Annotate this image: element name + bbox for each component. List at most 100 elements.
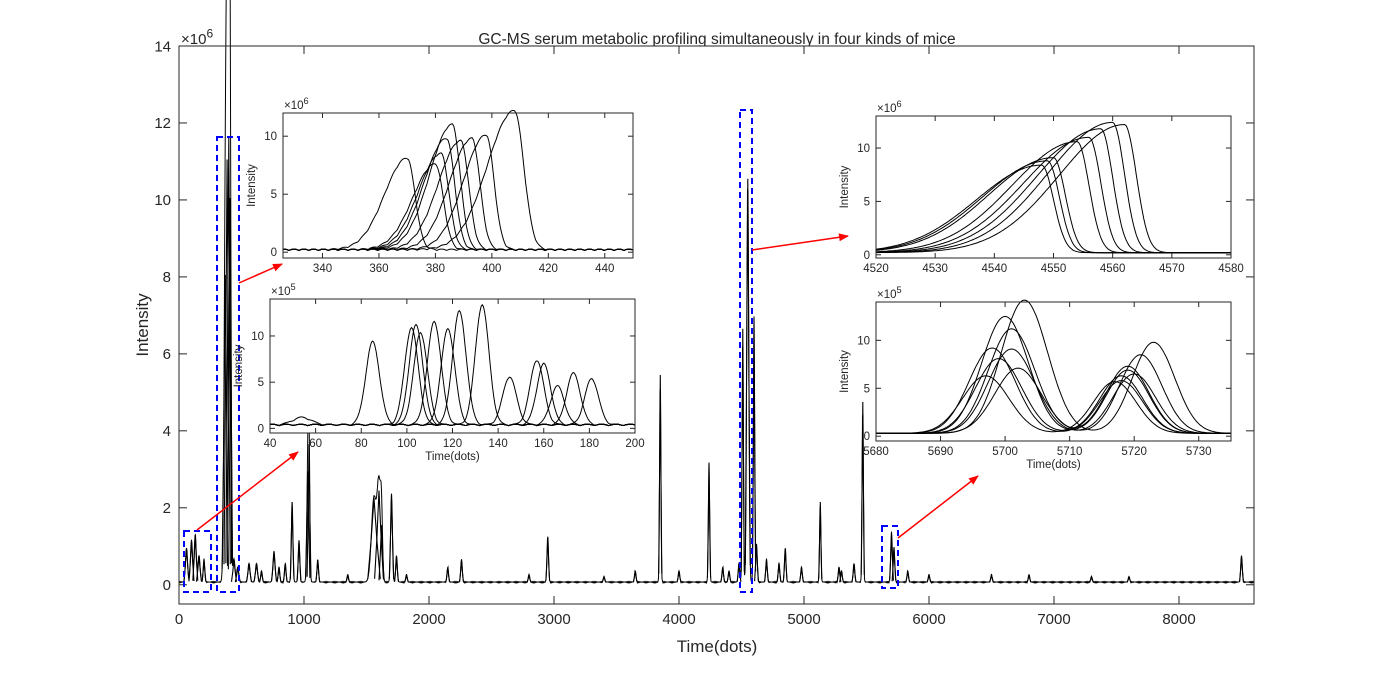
- inset-b-plot-area: [270, 299, 635, 433]
- inset-c-xtick-label: 4550: [1041, 263, 1067, 275]
- inset-b-ytick-label: 5: [258, 377, 264, 389]
- inset-a-ytick-label: 10: [264, 131, 277, 143]
- inset-a-y-axis-label: Intensity: [246, 164, 258, 207]
- inset-d-curves: [876, 299, 1231, 434]
- inset-a-xtick-label: 400: [482, 263, 501, 275]
- main-peak: [1089, 575, 1094, 583]
- inset-a-xtick-label: 420: [539, 263, 558, 275]
- highlight-box-late: [881, 525, 899, 589]
- inset-a-ticks: 340 360 380 400 420 440 0 5 10: [264, 113, 633, 275]
- main-peak: [1026, 574, 1032, 583]
- inset-d-xtick-label: 5690: [928, 446, 954, 458]
- inset-d-ytick-label: 0: [864, 431, 870, 443]
- inset-d-curve: [876, 375, 1231, 434]
- inset-b-ytick-label: 10: [251, 331, 264, 343]
- inset-c-curves: [875, 121, 1231, 254]
- main-peak: [459, 559, 464, 582]
- main-peak: [891, 548, 897, 582]
- main-peak: [632, 571, 638, 583]
- inset-b-xtick-label: 120: [443, 438, 462, 450]
- main-peak: [289, 501, 295, 580]
- main-peak: [394, 555, 399, 582]
- main-exponent-label: ×106: [181, 26, 213, 48]
- inset-c-xtick-label: 4580: [1218, 263, 1244, 275]
- main-peak: [1239, 555, 1244, 582]
- arrow-to-inset-b: [196, 451, 299, 531]
- highlight-box-first-major: [216, 136, 240, 593]
- main-peak: [221, 274, 229, 570]
- inset-d-y-axis-label: Intensity: [839, 350, 851, 393]
- main-xtick-label: 3000: [537, 611, 570, 628]
- inset-b-ytick-label: 0: [258, 423, 264, 435]
- main-peak: [1126, 575, 1132, 583]
- main-peak: [851, 563, 857, 583]
- main-ytick-label: 12: [154, 115, 171, 132]
- main-peak: [305, 471, 311, 578]
- inset-d-ytick-label: 5: [864, 383, 870, 395]
- inset-a-plot-area: [283, 113, 633, 258]
- inset-d-curve: [876, 358, 1231, 434]
- main-peak: [860, 401, 865, 575]
- main-peak: [345, 574, 351, 583]
- inset-d-xtick-label: 5700: [992, 446, 1018, 458]
- main-peak: [989, 574, 994, 583]
- main-peak: [905, 571, 911, 583]
- main-xtick-label: 4000: [662, 611, 695, 628]
- inset-c: 4520 4530 4540 4550 4560 4570 4580 0 5 10 Intensit…: [839, 99, 1244, 275]
- main-xtick-label: 5000: [787, 611, 820, 628]
- main-peak: [230, 559, 238, 582]
- inset-c-ytick-label: 5: [864, 196, 870, 208]
- inset-c-curve: [876, 123, 1231, 254]
- inset-c-xtick-label: 4540: [982, 263, 1008, 275]
- inset-b-x-axis-label: Time(dots): [425, 451, 480, 463]
- main-peak: [378, 525, 385, 581]
- main-xtick-label: 6000: [912, 611, 945, 628]
- main-peak: [259, 571, 264, 583]
- main-peak: [226, 197, 234, 566]
- main-xtick-label: 0: [175, 611, 183, 628]
- main-peak: [195, 555, 203, 582]
- inset-b-exponent-label: ×105: [271, 282, 296, 298]
- inset-a: 340 360 380 400 420 440 0 5 10 Intensity ×106: [246, 96, 634, 275]
- main-peak: [839, 571, 844, 583]
- main-y-axis-label: Intensity: [133, 293, 152, 357]
- inset-c-plot-area: [876, 116, 1231, 258]
- main-peak: [776, 563, 782, 583]
- inset-b-xtick-label: 60: [309, 438, 322, 450]
- main-peak: [706, 463, 712, 578]
- inset-a-xtick-label: 440: [595, 263, 614, 275]
- inset-a-frame: [282, 112, 634, 259]
- main-peak: [601, 575, 607, 583]
- inset-b-y-axis-label: Intensity: [233, 344, 245, 387]
- chart-title: GC-MS serum metabolic profiling simultan…: [478, 31, 955, 48]
- inset-d-x-axis-label: Time(dots): [1026, 459, 1081, 471]
- main-peak: [306, 444, 312, 577]
- main-peak: [296, 540, 302, 582]
- inset-d-frame: [875, 301, 1232, 442]
- inset-d-xtick-label: 5710: [1057, 446, 1083, 458]
- main-peak: [315, 559, 321, 582]
- inset-c-xtick-label: 4560: [1100, 263, 1126, 275]
- inset-a-xtick-label: 360: [369, 263, 388, 275]
- main-peak: [253, 563, 260, 583]
- main-peak: [764, 559, 769, 582]
- main-peak: [245, 563, 253, 583]
- inset-b-curve: [269, 378, 636, 427]
- main-ytick-label: 10: [154, 192, 171, 209]
- inset-b-xtick-label: 160: [534, 438, 553, 450]
- annotation-arrows: [196, 233, 979, 539]
- main-xtick-label: 8000: [1162, 611, 1195, 628]
- main-peak: [201, 559, 207, 582]
- main-peak: [276, 567, 282, 583]
- inset-plots: 340 360 380 400 420 440 0 5 10 Intensity ×106 40 60 8…: [233, 96, 1244, 471]
- inset-a-exponent-label: ×106: [284, 96, 309, 112]
- main-ticks: 0 1000 2000 3000 4000 5000 6000 7000 80000246810…: [154, 38, 1254, 628]
- main-x-axis-label: Time(dots): [677, 637, 758, 656]
- main-peak: [545, 536, 551, 581]
- inset-b: 40 60 80 100 120 140 160 180 200 0 5 10 Intensity Tim…: [233, 282, 645, 463]
- inset-c-xtick-label: 4530: [922, 263, 948, 275]
- main-peak: [658, 374, 663, 574]
- inset-d-curve: [876, 299, 1231, 434]
- main-peak: [676, 571, 682, 583]
- main-peak: [270, 551, 278, 582]
